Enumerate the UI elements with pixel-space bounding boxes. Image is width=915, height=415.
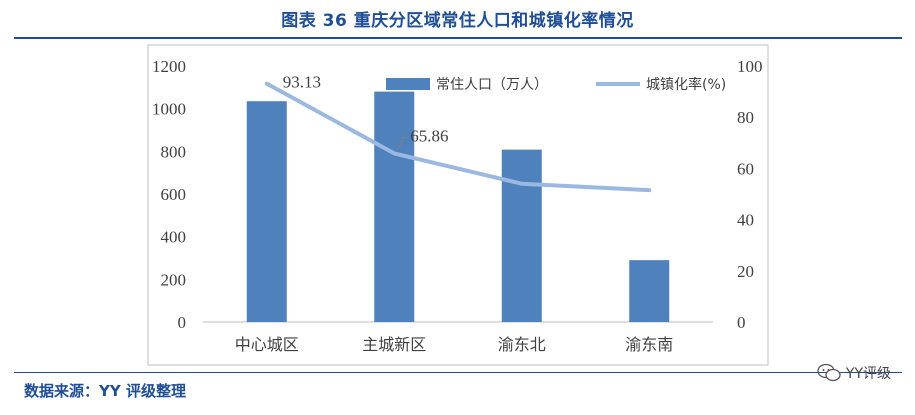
- label-leader-line: [397, 136, 409, 150]
- right-tick-label: 0: [737, 313, 746, 332]
- wechat-icon: [817, 363, 841, 382]
- data-labels: 93.13 65.86: [283, 73, 449, 150]
- bar-series: [246, 91, 670, 322]
- category-label: 渝东北: [498, 335, 546, 354]
- right-axis: 0 20 40 60 80 100: [737, 57, 763, 332]
- watermark: YY评级: [816, 362, 891, 384]
- legend-bar-swatch: [386, 78, 430, 90]
- chart-title: 图表 36 重庆分区域常住人口和城镇化率情况: [281, 11, 634, 31]
- right-tick-label: 80: [737, 108, 754, 127]
- category-label: 渝东南: [625, 335, 673, 354]
- legend-bar-label: 常住人口（万人）: [436, 77, 548, 93]
- left-tick-label: 1200: [152, 57, 186, 76]
- data-label: 65.86: [410, 126, 448, 145]
- source-note: 数据来源：YY 评级整理: [24, 382, 186, 400]
- category-label: 中心城区: [235, 335, 299, 354]
- title-divider: [14, 37, 902, 39]
- right-tick-label: 40: [737, 211, 754, 230]
- legend: 常住人口（万人） 城镇化率(%): [386, 76, 726, 93]
- category-label: 主城新区: [362, 335, 426, 354]
- right-tick-label: 100: [737, 57, 763, 76]
- line-series: [264, 81, 652, 193]
- data-label: 93.13: [283, 73, 321, 92]
- plot-frame: [147, 44, 769, 366]
- bar: [501, 149, 542, 322]
- left-tick-label: 200: [161, 270, 187, 289]
- right-tick-label: 20: [737, 262, 754, 281]
- bar: [629, 260, 670, 322]
- left-tick-label: 600: [161, 185, 187, 204]
- bar: [246, 101, 287, 322]
- series-line: [264, 81, 652, 193]
- category-labels: 中心城区 主城新区 渝东北 渝东南: [235, 335, 674, 354]
- legend-line-label: 城镇化率(%): [646, 76, 726, 93]
- left-tick-label: 800: [161, 142, 187, 161]
- left-axis: 0 200 400 600 800 1000 1200: [152, 57, 186, 332]
- footer-divider: [14, 372, 902, 373]
- left-tick-label: 1000: [152, 100, 186, 119]
- right-tick-label: 60: [737, 159, 754, 178]
- bar: [374, 91, 415, 322]
- chart: 0 200 400 600 800 1000 1200 0 20 40 60 80 100 93.13…: [147, 44, 769, 366]
- left-tick-label: 400: [161, 228, 187, 247]
- watermark-text: YY评级: [845, 366, 891, 382]
- left-tick-label: 0: [178, 313, 187, 332]
